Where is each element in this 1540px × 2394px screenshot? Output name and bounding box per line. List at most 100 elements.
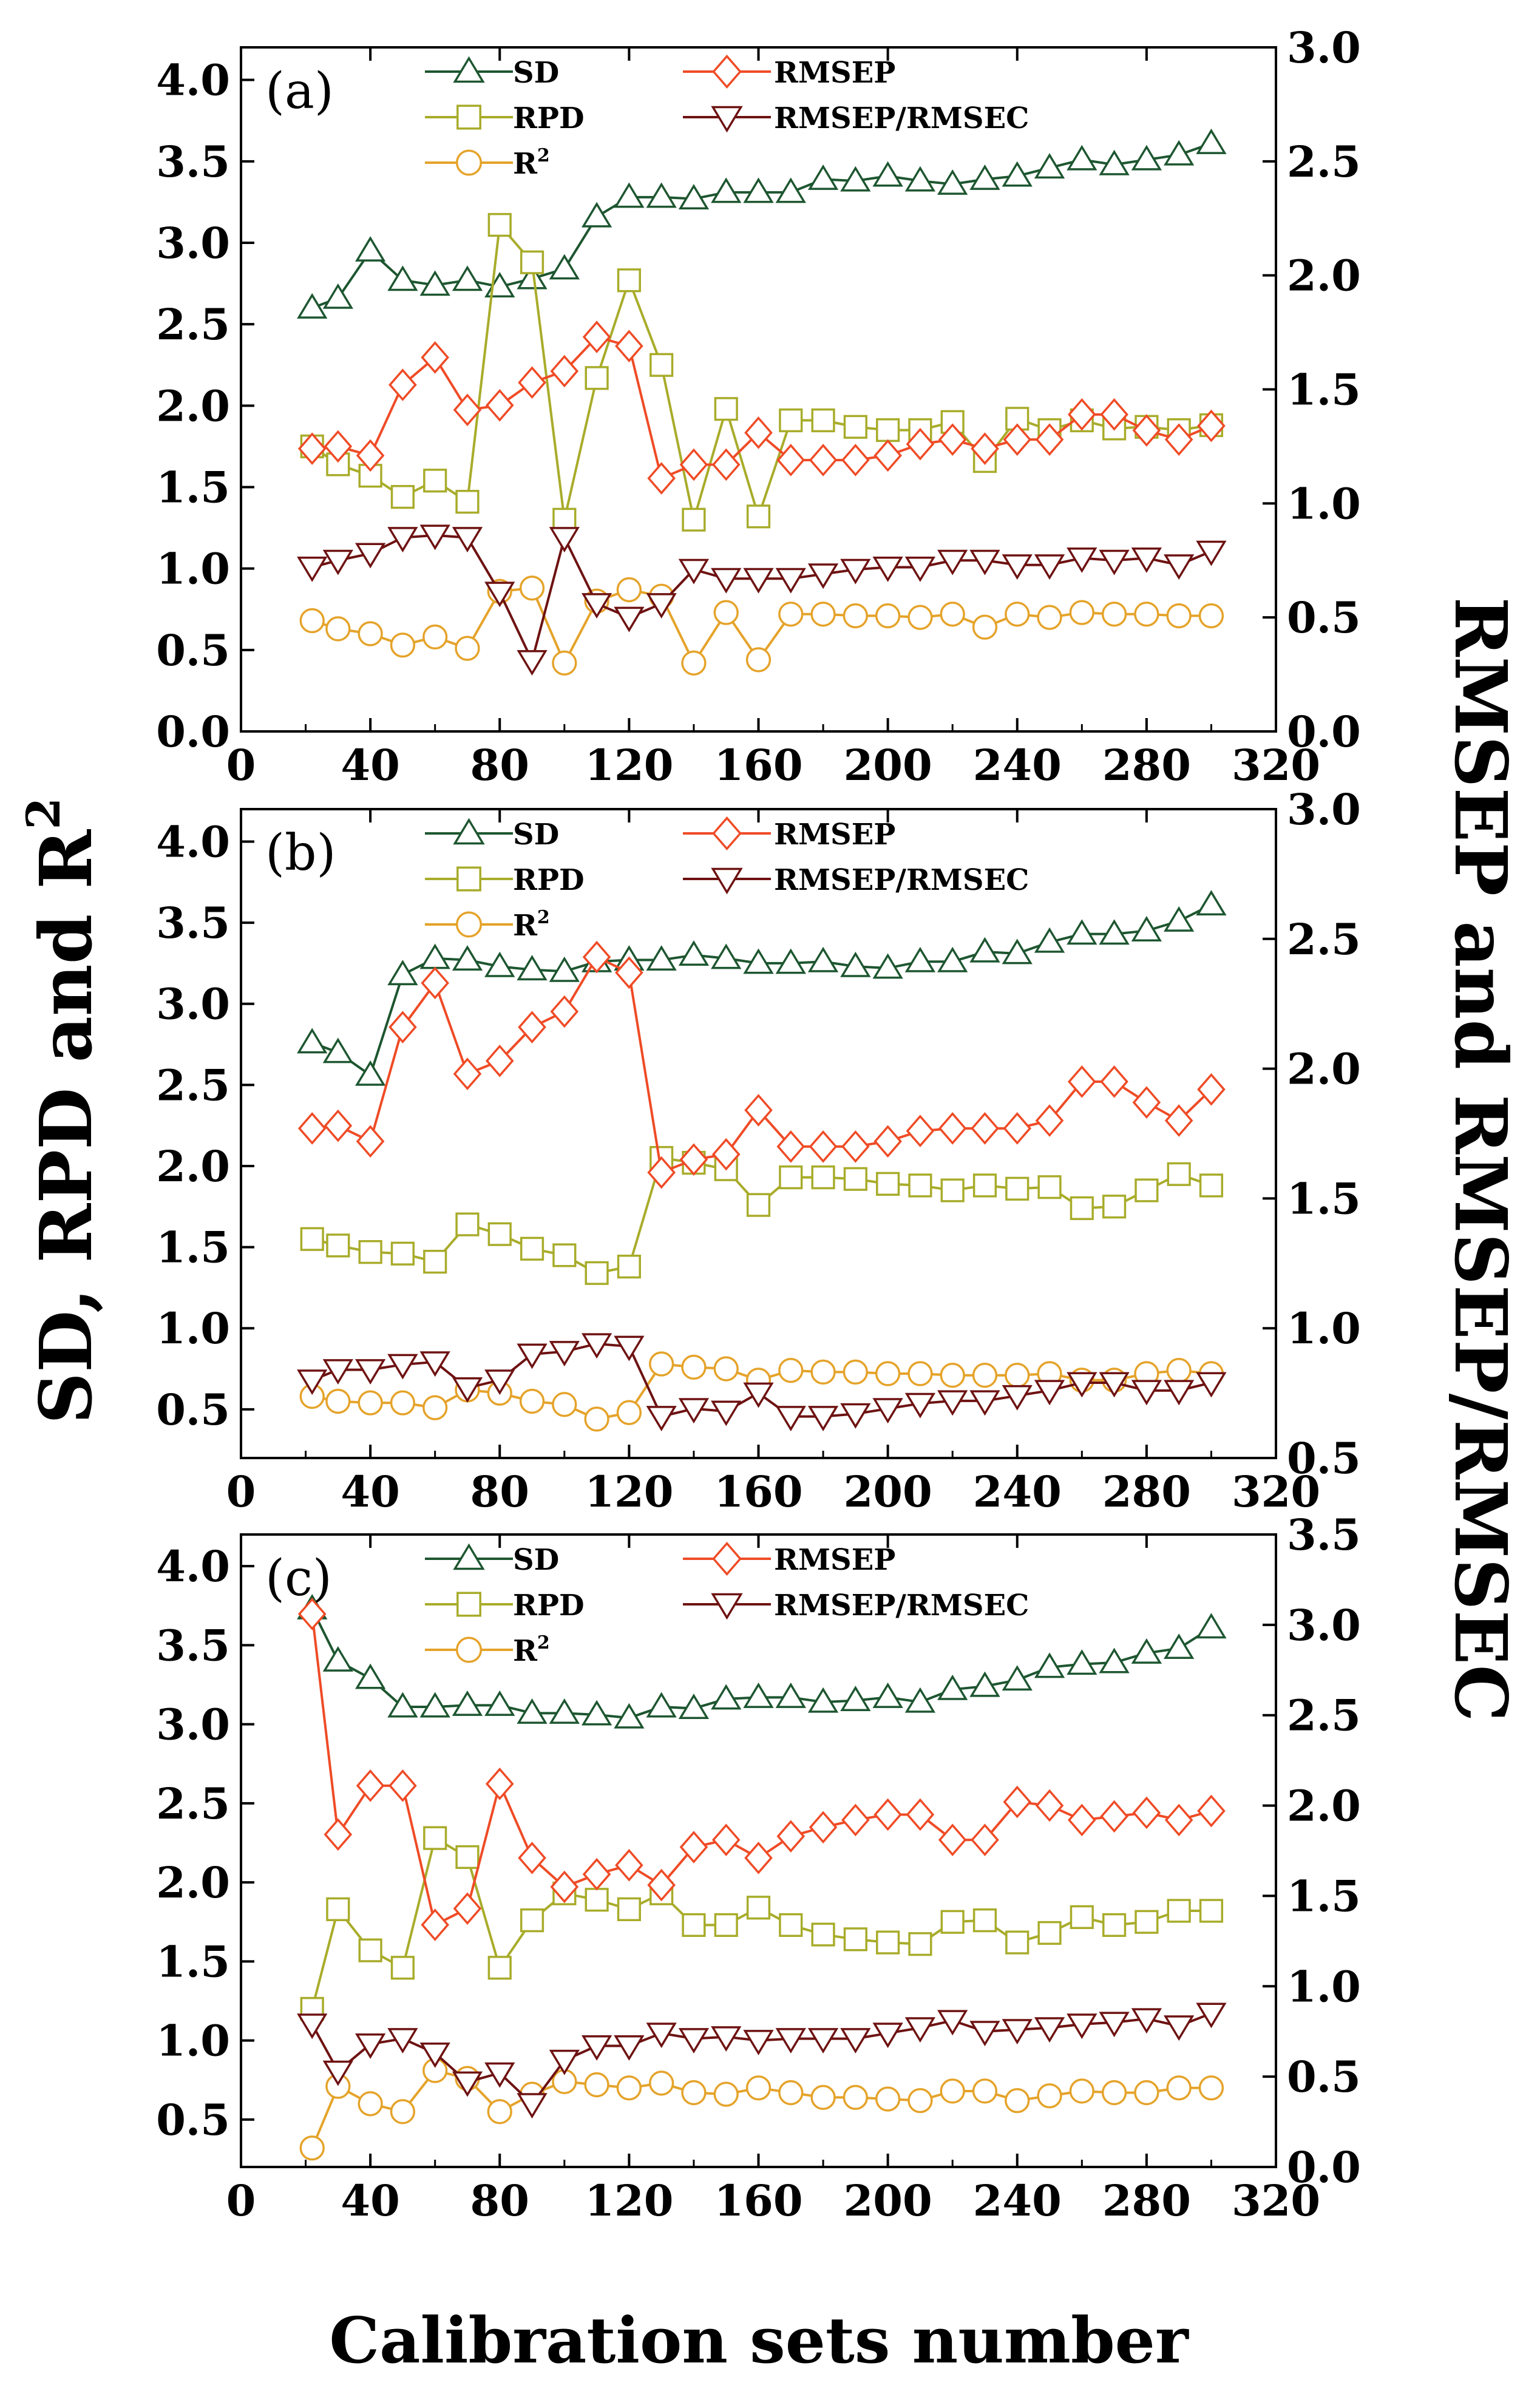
data-point-sd — [646, 1692, 677, 1718]
chart-panels: 0 40 80 120 160 200 240 280 3200.00.51.01.52.02.… — [156, 22, 1361, 2226]
data-point-rmsep — [679, 1831, 708, 1863]
data-point-ratio — [322, 1359, 353, 1385]
data-point-r2 — [616, 1400, 642, 1425]
data-point-rmsep — [1164, 1803, 1193, 1837]
data-point-rmsep — [711, 1138, 741, 1171]
series-line-rmsep — [312, 955, 1212, 1175]
x-tick-label: 280 — [1102, 1467, 1191, 1517]
data-point-ratio — [419, 2042, 450, 2068]
data-point-ratio — [581, 593, 612, 619]
x-tick-label: 40 — [341, 1467, 399, 1517]
data-point-ratio — [1002, 1385, 1033, 1411]
data-point-r2 — [745, 2075, 772, 2101]
data-point-sd — [1164, 1633, 1195, 1660]
data-point-rmsep — [1035, 423, 1064, 456]
data-point-ratio — [581, 1333, 612, 1359]
data-point-sd — [1067, 919, 1097, 945]
data-point-r2 — [972, 614, 998, 640]
data-point-ratio — [484, 582, 515, 608]
data-point-sd — [1196, 128, 1227, 154]
data-point-rpd — [843, 415, 867, 439]
data-point-rpd — [423, 1250, 447, 1274]
data-point-rpd — [617, 268, 641, 293]
data-point-sd — [297, 293, 328, 319]
y2-tick-label: 3.5 — [1287, 1510, 1361, 1560]
y-tick-label: 0.0 — [156, 707, 230, 757]
data-point-sd — [1002, 161, 1033, 187]
data-point-rmsep — [971, 1823, 999, 1856]
data-point-rmsep — [1003, 423, 1032, 456]
x-tick-label: 320 — [1232, 1467, 1320, 1517]
data-point-rmsep — [647, 462, 676, 495]
data-point-rmsep — [744, 1842, 773, 1874]
data-point-rmsep — [485, 388, 514, 422]
data-point-sd — [711, 943, 742, 969]
series-ratio — [297, 1333, 1227, 1431]
data-point-rmsep — [873, 439, 902, 472]
data-point-r2 — [358, 1390, 383, 1416]
y-tick-label: 2.5 — [156, 1779, 230, 1829]
data-point-r2 — [843, 2084, 868, 2111]
data-point-ratio — [937, 1390, 968, 1416]
legend-marker-sd — [453, 818, 485, 845]
data-point-r2 — [810, 1359, 836, 1385]
data-point-sd — [807, 1687, 839, 1713]
data-point-rmsep — [388, 1011, 417, 1043]
legend-label-rpd: RPD — [513, 1589, 585, 1623]
data-point-sd — [872, 953, 903, 979]
data-point-ratio — [1034, 2017, 1065, 2043]
y2-tick-label: 2.0 — [1287, 1781, 1361, 1831]
y-tick-label: 2.0 — [156, 381, 230, 431]
legend: SD RPD R2 RMSEP RMSEP/RMSEC — [425, 816, 1029, 943]
data-point-ratio — [452, 527, 483, 553]
data-point-r2 — [778, 602, 804, 627]
y-tick-label: 1.5 — [156, 1222, 230, 1273]
data-point-ratio — [711, 568, 742, 594]
data-point-sd — [904, 1687, 936, 1713]
legend-label-sd: SD — [513, 56, 559, 90]
x-axis-title: Calibration sets number — [329, 2303, 1189, 2378]
x-tick-label: 160 — [714, 740, 802, 790]
data-point-rpd — [811, 408, 835, 433]
data-point-ratio — [872, 2023, 903, 2049]
data-point-ratio — [646, 593, 677, 619]
data-point-rpd — [520, 1236, 544, 1261]
y2-tick-label: 2.0 — [1287, 1044, 1361, 1094]
data-point-ratio — [1164, 554, 1195, 580]
data-point-rpd — [908, 1932, 932, 1956]
data-point-rpd — [1102, 1195, 1127, 1219]
data-point-sd — [743, 1682, 774, 1708]
data-point-ratio — [549, 527, 580, 553]
data-point-sd — [1067, 1649, 1097, 1675]
legend-label-sd: SD — [513, 1543, 559, 1577]
data-point-sd — [419, 1692, 450, 1718]
data-point-rmsep — [1164, 1104, 1193, 1137]
data-point-rpd — [714, 397, 738, 421]
y2-tick-label: 0.0 — [1287, 707, 1361, 757]
legend-label-r2: R2 — [513, 907, 550, 943]
data-point-rmsep — [1067, 1065, 1096, 1098]
y-tick-label: 2.5 — [156, 1060, 230, 1110]
data-point-rmsep — [297, 432, 327, 465]
data-point-rpd — [746, 1896, 771, 1920]
x-tick-label: 200 — [844, 1467, 932, 1517]
data-point-rmsep — [388, 368, 417, 401]
data-point-sd — [517, 263, 548, 290]
data-point-rmsep — [582, 1857, 611, 1891]
series-rpd — [300, 212, 1224, 532]
x-tick-label: 80 — [470, 740, 529, 790]
x-tick-label: 0 — [226, 2175, 256, 2226]
legend: SD RPD R2 RMSEP RMSEP/RMSEC — [425, 1542, 1029, 1668]
y-tick-label: 3.0 — [156, 218, 230, 268]
data-point-sd — [419, 270, 450, 296]
x-tick-label: 200 — [844, 740, 932, 790]
x-tick-label: 240 — [973, 740, 1062, 790]
data-point-r2 — [778, 1358, 804, 1383]
data-point-rmsep — [841, 444, 870, 476]
data-point-ratio — [297, 1369, 328, 1395]
data-point-rpd — [876, 1930, 900, 1955]
data-point-rmsep — [453, 1892, 482, 1925]
data-point-rpd — [1005, 407, 1029, 431]
legend-label-r2: R2 — [513, 1632, 550, 1668]
y2-tick-label: 1.0 — [1287, 478, 1361, 529]
